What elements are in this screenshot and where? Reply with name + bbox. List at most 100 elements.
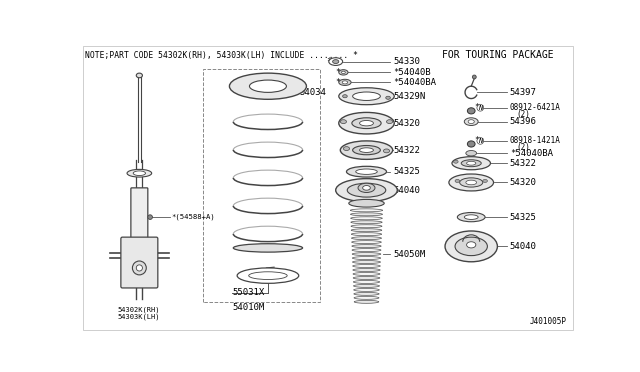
Ellipse shape — [352, 245, 381, 248]
Text: 54329N: 54329N — [394, 92, 426, 101]
Text: 54034: 54034 — [300, 88, 326, 97]
Text: 08912-6421A: 08912-6421A — [509, 103, 561, 112]
Ellipse shape — [464, 215, 478, 219]
Ellipse shape — [237, 268, 299, 283]
Text: 54397: 54397 — [509, 88, 536, 97]
Ellipse shape — [354, 296, 379, 299]
Ellipse shape — [336, 179, 397, 202]
Ellipse shape — [445, 231, 497, 262]
Text: *: * — [336, 68, 340, 77]
Ellipse shape — [360, 121, 373, 126]
Ellipse shape — [468, 120, 474, 124]
Ellipse shape — [353, 280, 380, 283]
Text: J401005P: J401005P — [530, 317, 566, 326]
Ellipse shape — [353, 264, 380, 267]
Ellipse shape — [136, 73, 143, 78]
Ellipse shape — [351, 217, 382, 220]
Ellipse shape — [460, 178, 483, 187]
Ellipse shape — [351, 241, 381, 244]
Ellipse shape — [353, 285, 380, 288]
Ellipse shape — [356, 169, 378, 174]
Ellipse shape — [360, 148, 373, 153]
Ellipse shape — [458, 212, 485, 222]
Ellipse shape — [353, 272, 380, 275]
Ellipse shape — [234, 244, 303, 252]
Ellipse shape — [136, 265, 143, 271]
Ellipse shape — [344, 147, 349, 151]
Ellipse shape — [148, 215, 152, 219]
FancyBboxPatch shape — [121, 237, 158, 288]
Ellipse shape — [354, 292, 379, 295]
Text: 54325: 54325 — [394, 167, 420, 176]
Ellipse shape — [351, 229, 382, 232]
Text: 54303K(LH): 54303K(LH) — [118, 314, 160, 320]
Ellipse shape — [352, 248, 381, 251]
Ellipse shape — [352, 118, 381, 129]
Text: 54040: 54040 — [394, 186, 420, 195]
Ellipse shape — [353, 145, 380, 155]
Ellipse shape — [346, 166, 387, 177]
Text: N: N — [478, 138, 483, 144]
Text: *: * — [474, 137, 479, 145]
Ellipse shape — [340, 141, 393, 159]
Ellipse shape — [339, 88, 394, 105]
Ellipse shape — [353, 276, 380, 279]
Ellipse shape — [354, 288, 380, 291]
Text: 54302K(RH): 54302K(RH) — [118, 306, 160, 313]
Ellipse shape — [455, 237, 488, 256]
Ellipse shape — [351, 213, 383, 216]
Text: *54040BA: *54040BA — [394, 78, 436, 87]
Text: 54040: 54040 — [509, 242, 536, 251]
Text: *(54588+A): *(54588+A) — [171, 214, 214, 220]
Ellipse shape — [342, 81, 348, 84]
Text: *: * — [474, 103, 479, 112]
Ellipse shape — [333, 60, 339, 64]
Text: *54040BA: *54040BA — [509, 149, 553, 158]
Text: *54040B: *54040B — [394, 68, 431, 77]
Text: FOR TOURING PACKAGE: FOR TOURING PACKAGE — [442, 51, 554, 60]
Ellipse shape — [467, 242, 476, 248]
Ellipse shape — [127, 169, 152, 177]
Ellipse shape — [353, 92, 380, 100]
Ellipse shape — [349, 199, 384, 207]
Ellipse shape — [386, 96, 390, 99]
Text: 55031X: 55031X — [232, 288, 265, 297]
Text: (2): (2) — [516, 143, 530, 152]
Ellipse shape — [329, 58, 342, 65]
Ellipse shape — [350, 209, 383, 212]
Ellipse shape — [353, 257, 381, 260]
Ellipse shape — [467, 108, 475, 114]
Ellipse shape — [354, 300, 379, 303]
Ellipse shape — [358, 183, 375, 192]
Text: *: * — [336, 78, 340, 87]
Text: (2): (2) — [516, 110, 530, 119]
Text: 54322: 54322 — [394, 145, 420, 155]
Ellipse shape — [133, 171, 145, 176]
Ellipse shape — [472, 75, 476, 79]
Ellipse shape — [467, 161, 476, 165]
Ellipse shape — [340, 120, 346, 124]
Ellipse shape — [250, 80, 287, 92]
Ellipse shape — [383, 149, 390, 153]
Text: 54396: 54396 — [509, 117, 536, 126]
Ellipse shape — [132, 261, 147, 275]
Text: 54320: 54320 — [509, 178, 536, 187]
Text: 54010M: 54010M — [232, 304, 265, 312]
Ellipse shape — [466, 151, 477, 156]
Text: N: N — [478, 105, 483, 111]
Ellipse shape — [387, 120, 393, 124]
Ellipse shape — [230, 73, 307, 99]
Ellipse shape — [348, 183, 386, 197]
Text: 54325: 54325 — [509, 213, 536, 222]
Ellipse shape — [351, 237, 381, 240]
Ellipse shape — [466, 180, 477, 185]
FancyBboxPatch shape — [131, 188, 148, 240]
Ellipse shape — [352, 253, 381, 256]
Ellipse shape — [454, 160, 458, 163]
Ellipse shape — [483, 179, 488, 183]
Ellipse shape — [449, 174, 493, 191]
Ellipse shape — [467, 141, 475, 147]
Ellipse shape — [464, 118, 478, 125]
Text: 54320: 54320 — [394, 119, 420, 128]
Ellipse shape — [339, 70, 348, 75]
